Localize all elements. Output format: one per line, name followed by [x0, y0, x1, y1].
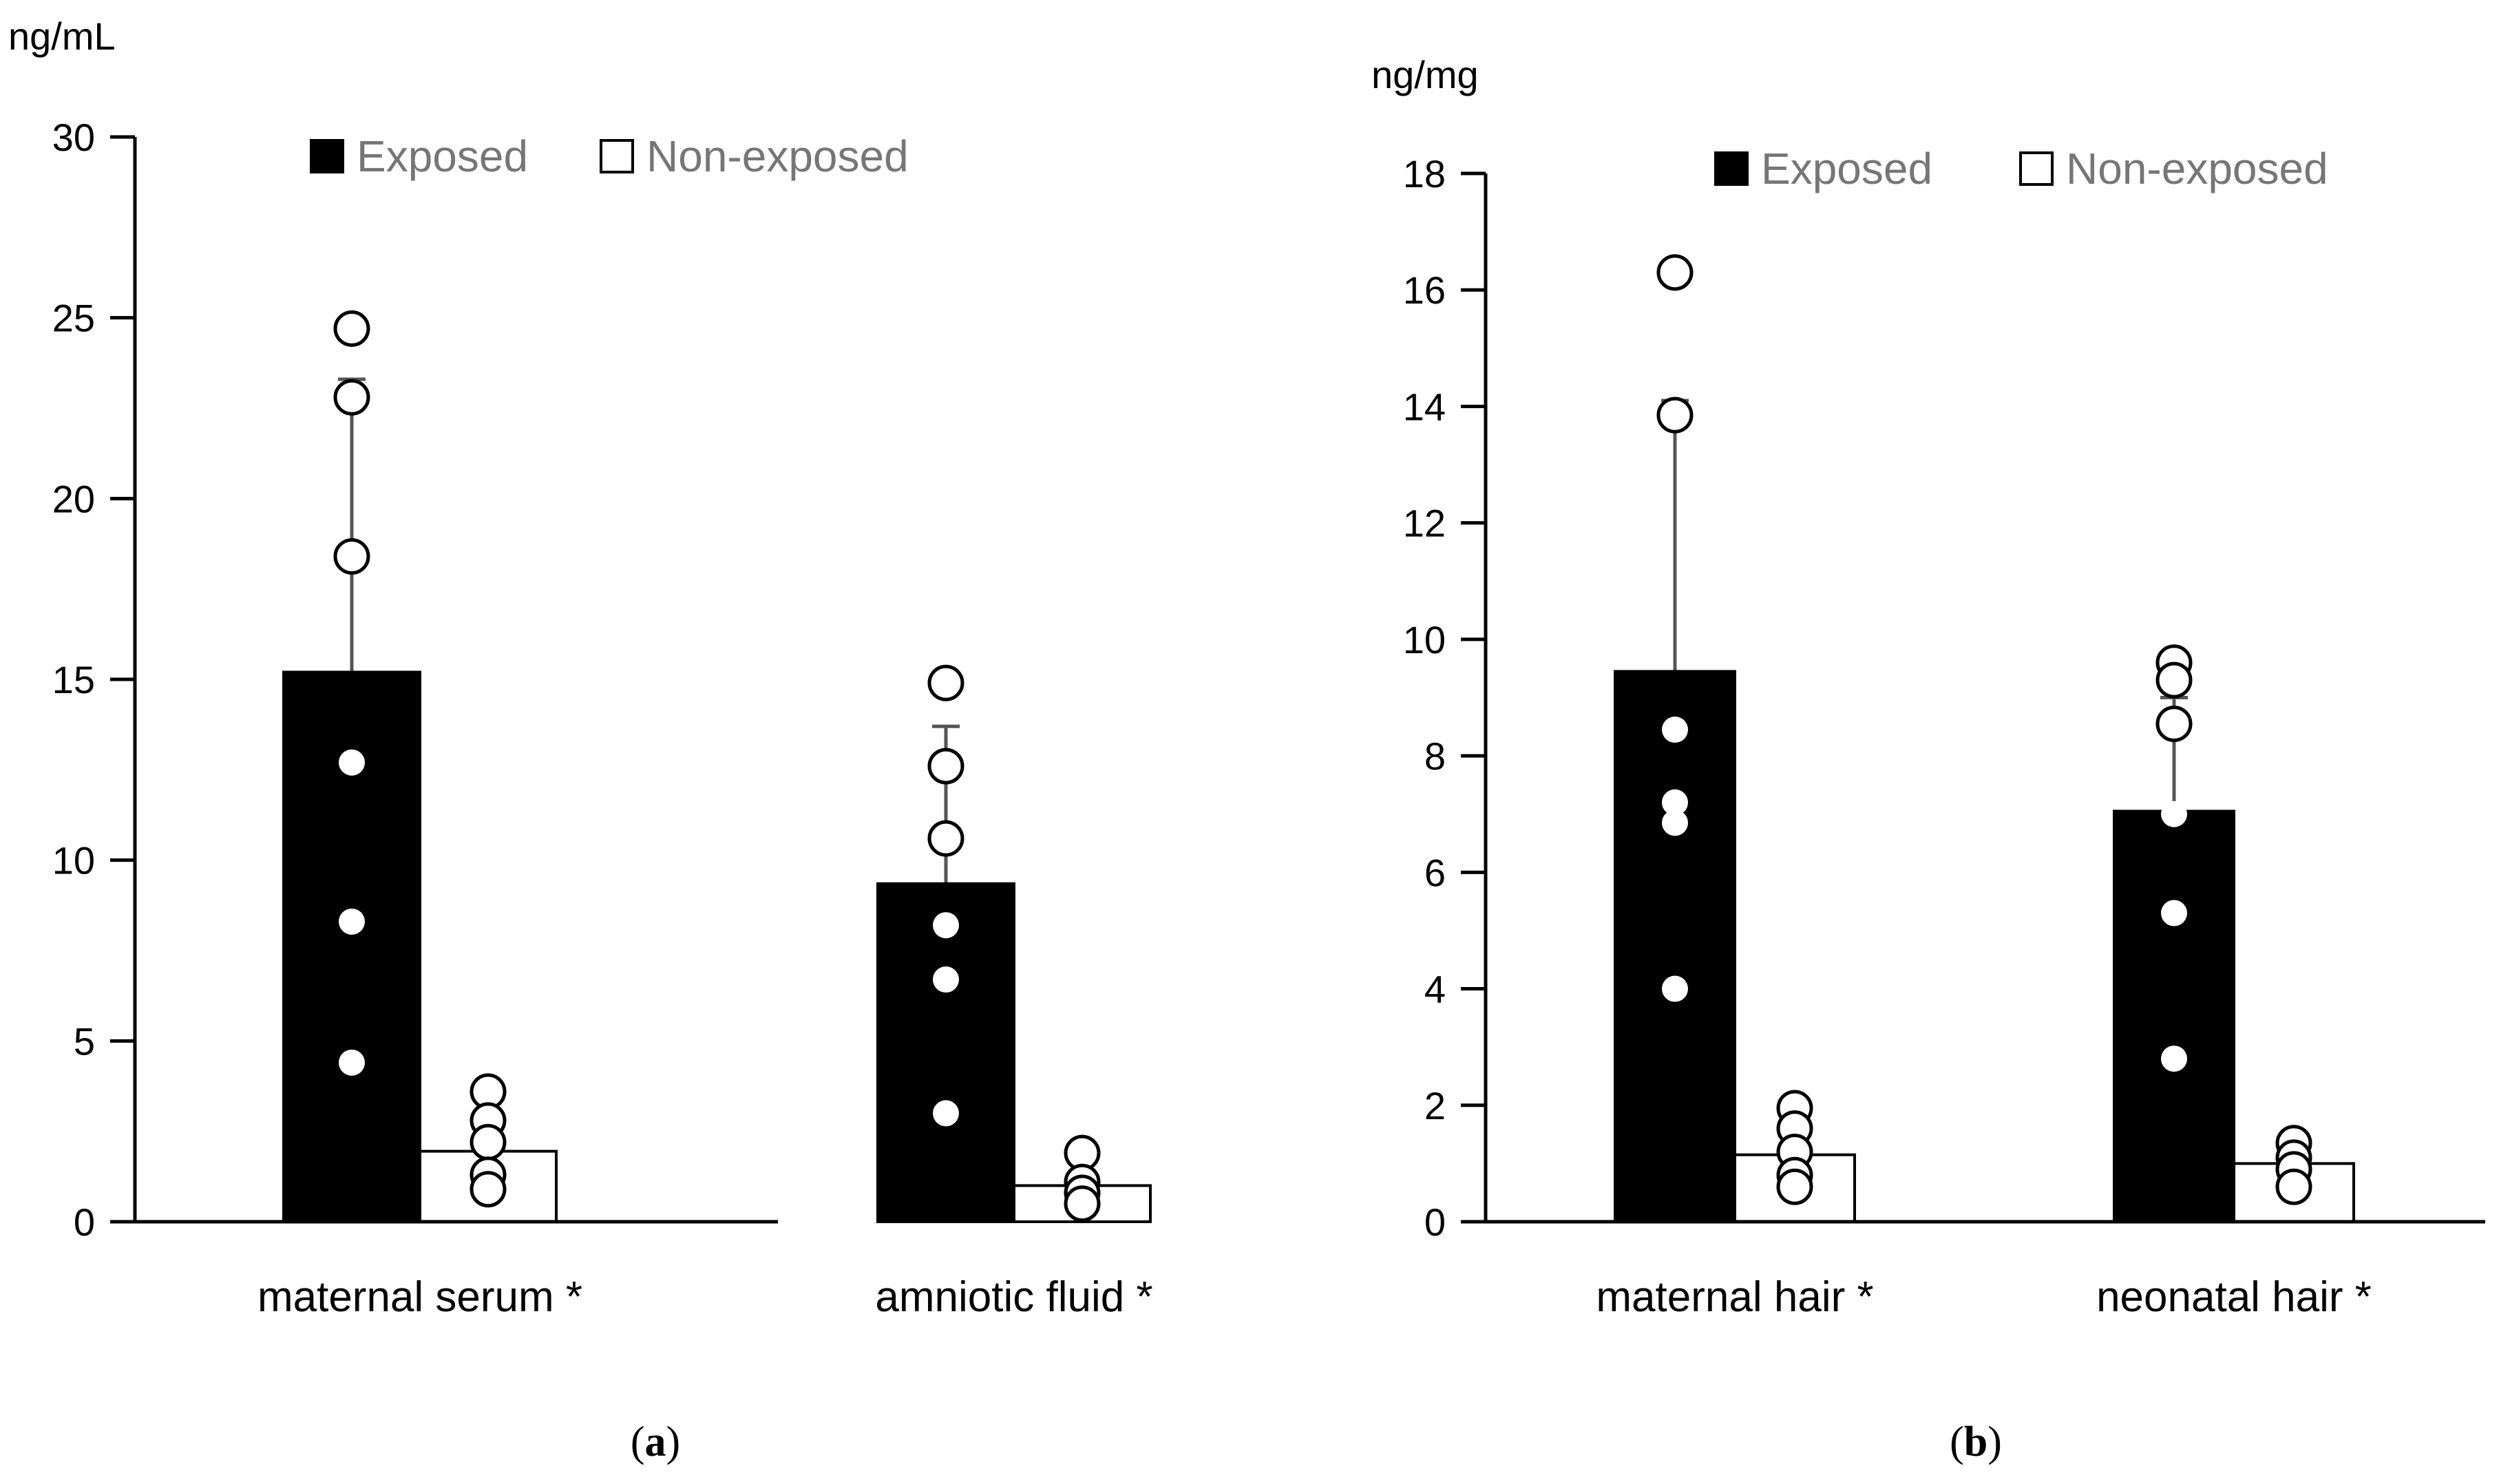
y-tick-label: 10: [52, 839, 95, 882]
panel-letter: a: [645, 1419, 666, 1465]
bar-exposed: [1614, 670, 1736, 1223]
data-point: [1064, 1185, 1101, 1222]
data-point: [933, 966, 959, 993]
data-point: [339, 908, 365, 935]
data-point: [1656, 396, 1694, 434]
y-tick-label: 10: [1403, 618, 1446, 661]
data-point: [1656, 254, 1694, 291]
legend-label-non-exposed: Non-exposed: [646, 131, 909, 181]
y-tick-label: 6: [1424, 851, 1446, 894]
chart-panel-b: ng/mg Exposed Non-exposed maternal hair …: [1371, 53, 2485, 1465]
y-axis-unit-label: ng/mg: [1371, 53, 1479, 96]
y-tick-label: 0: [74, 1200, 95, 1244]
y-tick-label: 8: [1424, 734, 1446, 778]
y-tick-label: 14: [1403, 385, 1446, 428]
legend: Exposed Non-exposed: [1714, 144, 2328, 193]
category-label: amniotic fluid *: [875, 1273, 1152, 1321]
category-label: neonatal hair *: [2096, 1273, 2372, 1321]
data-point: [1662, 789, 1688, 816]
legend-swatch-exposed: [1714, 151, 1749, 186]
category-label: maternal serum *: [257, 1273, 582, 1321]
y-axis-unit-label: ng/mL: [8, 14, 116, 58]
panel-label: (b): [1950, 1419, 2002, 1465]
y-tick-label: 0: [1424, 1200, 1446, 1244]
chart-panel-a: ng/mL Exposed Non-exposed maternal serum…: [8, 14, 1153, 1465]
panel-letter: b: [1964, 1419, 1987, 1465]
legend-label-exposed: Exposed: [1761, 144, 1932, 193]
legend-label-non-exposed: Non-exposed: [2066, 144, 2328, 193]
bar-exposed: [2113, 809, 2235, 1224]
data-point: [339, 749, 365, 776]
y-tick-label: 18: [1403, 152, 1446, 195]
data-point: [2155, 706, 2193, 743]
y-tick-label: 5: [74, 1019, 95, 1063]
bar-exposed: [876, 882, 1015, 1224]
data-point: [333, 310, 370, 347]
data-point: [333, 379, 370, 416]
panel-label: (a): [631, 1419, 680, 1465]
data-point: [933, 1100, 959, 1127]
data-point: [470, 1171, 507, 1208]
y-tick-label: 4: [1424, 968, 1446, 1011]
data-point: [333, 538, 370, 575]
data-point: [1662, 717, 1688, 743]
y-tick-label: 12: [1403, 502, 1446, 545]
data-point: [927, 664, 964, 701]
legend: Exposed Non-exposed: [310, 131, 909, 181]
y-tick-label: 25: [52, 297, 95, 340]
legend-label-exposed: Exposed: [357, 131, 528, 181]
data-point: [339, 1049, 365, 1076]
legend-swatch-non-exposed: [2019, 151, 2054, 186]
y-tick-label: 2: [1424, 1084, 1446, 1127]
y-tick-label: 16: [1403, 268, 1446, 312]
y-tick-label: 15: [52, 658, 95, 701]
data-point: [2161, 900, 2187, 926]
y-tick-label: 30: [52, 116, 95, 159]
category-label: maternal hair *: [1596, 1273, 1873, 1321]
data-point: [1662, 809, 1688, 836]
data-point: [2275, 1168, 2312, 1205]
y-tick-label: 20: [52, 477, 95, 520]
data-point: [1776, 1168, 1813, 1205]
data-point: [2161, 1046, 2187, 1072]
data-point: [1662, 975, 1688, 1002]
data-point: [470, 1123, 507, 1160]
data-point: [927, 820, 964, 857]
data-point: [927, 748, 964, 785]
data-point: [933, 912, 959, 939]
data-point: [2155, 661, 2193, 699]
legend-swatch-non-exposed: [600, 139, 634, 173]
legend-swatch-exposed: [310, 139, 344, 173]
data-point: [2161, 801, 2187, 827]
